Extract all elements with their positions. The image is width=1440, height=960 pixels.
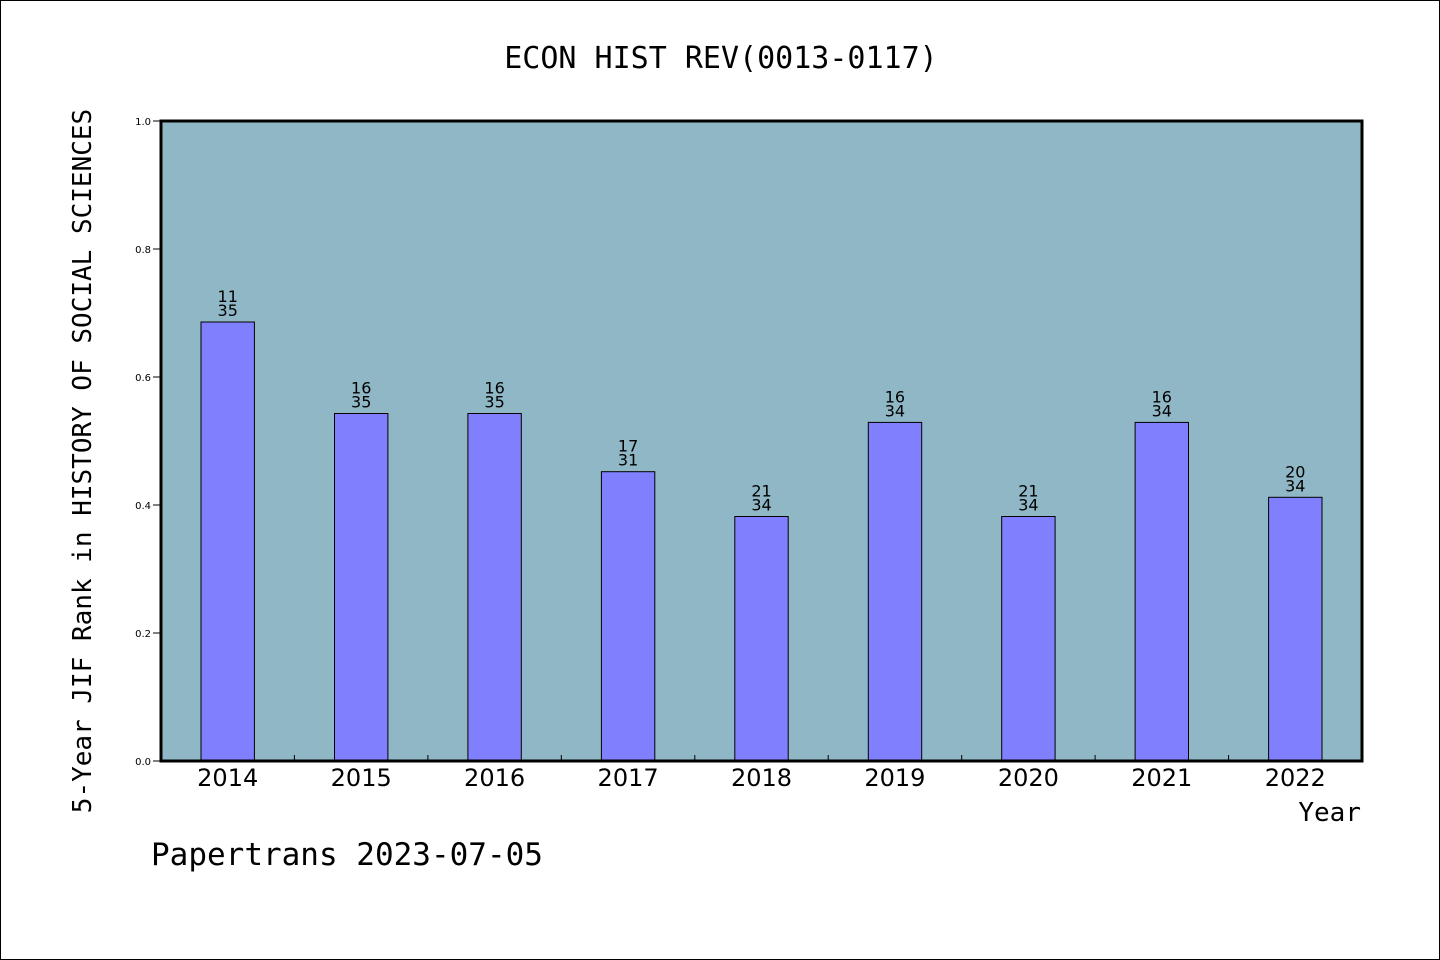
bar-2022 xyxy=(1268,496,1323,762)
x-tick-label-2022: 2022 xyxy=(1265,764,1326,792)
x-tick-label-2019: 2019 xyxy=(864,764,925,792)
y-tick-label-0.8: 0.8 xyxy=(135,245,151,256)
bar-total-label-2017: 31 xyxy=(618,451,638,470)
bar-2021 xyxy=(1134,421,1189,762)
y-tick-label-0.4: 0.4 xyxy=(135,501,151,512)
y-tick-label-0.0: 0.0 xyxy=(135,757,151,768)
y-axis: 0.0 0.2 0.4 0.6 0.8 1.0 xyxy=(135,117,161,768)
bar-2018 xyxy=(734,516,789,762)
bar-rank-label-2018: 21 xyxy=(751,482,771,501)
chart-title: ECON HIST REV(0013-0117) xyxy=(504,41,937,76)
bar-total-label-2014: 35 xyxy=(218,301,238,320)
y-tick-label-0.2: 0.2 xyxy=(135,629,151,640)
x-axis: 2014 2015 2016 2017 2018 2019 2020 2021 2022 xyxy=(197,755,1326,792)
y-tick-label-1.0: 1.0 xyxy=(135,117,151,128)
bar-total-label-2015: 35 xyxy=(351,393,371,412)
bar-2019 xyxy=(867,421,923,762)
bar-rank-label-2016: 16 xyxy=(484,379,504,398)
bar-2020 xyxy=(1001,516,1056,762)
bar-2014 xyxy=(200,321,255,762)
bar-total-label-2021: 34 xyxy=(1152,401,1172,420)
footer-credit: Papertrans 2023-07-05 xyxy=(151,837,543,873)
plot-border xyxy=(159,119,1364,763)
bars-layer xyxy=(200,321,1323,762)
bar-rank-label-2020: 21 xyxy=(1018,482,1038,501)
bar-total-label-2019: 34 xyxy=(885,401,905,420)
bar-rank-label-2022: 20 xyxy=(1285,462,1305,481)
bar-total-label-2016: 35 xyxy=(484,393,504,412)
x-tick-label-2020: 2020 xyxy=(998,764,1059,792)
bar-rank-label-2015: 16 xyxy=(351,379,371,398)
bar-rank-label-2017: 17 xyxy=(618,437,638,456)
x-tick-label-2021: 2021 xyxy=(1131,764,1192,792)
x-axis-label: Year xyxy=(1298,798,1361,828)
bar-rank-label-2021: 16 xyxy=(1152,387,1172,406)
x-tick-label-2015: 2015 xyxy=(331,764,392,792)
x-tick-label-2016: 2016 xyxy=(464,764,525,792)
x-tick-label-2017: 2017 xyxy=(598,764,659,792)
bar-2017 xyxy=(600,471,656,762)
bar-total-label-2018: 34 xyxy=(751,496,771,515)
bar-rank-label-2014: 11 xyxy=(218,287,238,306)
bar-rank-label-2019: 16 xyxy=(885,387,905,406)
bar-2016 xyxy=(467,413,522,762)
bar-total-label-2022: 34 xyxy=(1285,476,1305,495)
x-tick-label-2018: 2018 xyxy=(731,764,792,792)
bar-total-label-2020: 34 xyxy=(1018,496,1038,515)
bar-2015 xyxy=(334,413,389,762)
y-axis-label: 5-Year JIF Rank in HISTORY OF SOCIAL SCI… xyxy=(68,109,98,813)
y-tick-label-0.6: 0.6 xyxy=(135,373,151,384)
x-tick-label-2014: 2014 xyxy=(197,764,258,792)
